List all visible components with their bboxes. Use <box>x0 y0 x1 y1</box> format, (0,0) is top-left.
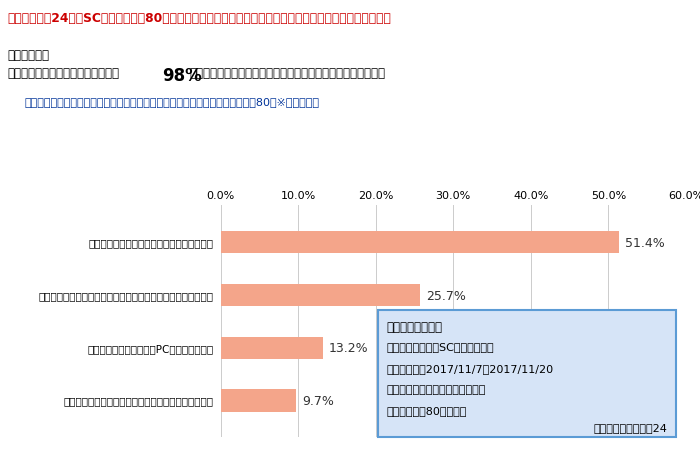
Text: 調査方法　：社内アンケート調査: 調査方法 ：社内アンケート調査 <box>386 384 486 394</box>
Text: 【調査結果】: 【調査結果】 <box>7 49 49 62</box>
Bar <box>220 390 296 412</box>
Text: 98%: 98% <box>162 67 202 85</box>
Bar <box>220 284 420 307</box>
Text: 有効回答数：80サンプル: 有効回答数：80サンプル <box>386 406 467 416</box>
Text: 様々な電話対応を柔軟にこなすことで、精神的にタフになった: 様々な電話対応を柔軟にこなすことで、精神的にタフになった <box>38 290 214 300</box>
Text: ブラインドタッチなど、PCスキルがあがる: ブラインドタッチなど、PCスキルがあがる <box>88 343 214 353</box>
Text: ベルシステモ24松江SCで働く大学生80名を対象にコンタクトセンター勤務と就活に関するアンケートを実施: ベルシステモ24松江SCで働く大学生80名を対象にコンタクトセンター勤務と就活に… <box>7 12 391 25</box>
Text: （就職活動に役立つと回答した人）どのように役立つと思いますか？　（ｮ＝80）※複数回答可: （就職活動に役立つと回答した人）どのように役立つと思いますか？ （ｮ＝80）※複… <box>25 97 319 107</box>
Bar <box>220 232 620 254</box>
Text: 調査対象　：松江SC勤務の大学生: 調査対象 ：松江SC勤務の大学生 <box>386 342 494 352</box>
Text: 【調査結果概要】: 【調査結果概要】 <box>386 320 442 333</box>
Text: 25.7%: 25.7% <box>426 289 466 302</box>
Bar <box>220 337 323 359</box>
Text: （株）ベルシステモ24: （株）ベルシステモ24 <box>593 422 667 432</box>
Text: 13.2%: 13.2% <box>329 342 369 355</box>
Text: 多様な同僚と働く事で、コミュニケーション力がつく: 多様な同僚と働く事で、コミュニケーション力がつく <box>64 396 213 406</box>
Text: 51.4%: 51.4% <box>626 237 665 250</box>
Text: ビジネスマナー（敗語、話し方）が身につく: ビジネスマナー（敗語、話し方）が身につく <box>88 238 214 248</box>
Text: 調査期間　：2017/11/7～2017/11/20: 調査期間 ：2017/11/7～2017/11/20 <box>386 363 554 373</box>
Text: 9.7%: 9.7% <box>302 394 334 407</box>
Text: 学部、学年、性別を問わず回答者の: 学部、学年、性別を問わず回答者の <box>7 67 119 80</box>
Text: がコンタクトセンター勤務は就職活動に役立ったと回答した。: がコンタクトセンター勤務は就職活動に役立ったと回答した。 <box>189 67 385 80</box>
